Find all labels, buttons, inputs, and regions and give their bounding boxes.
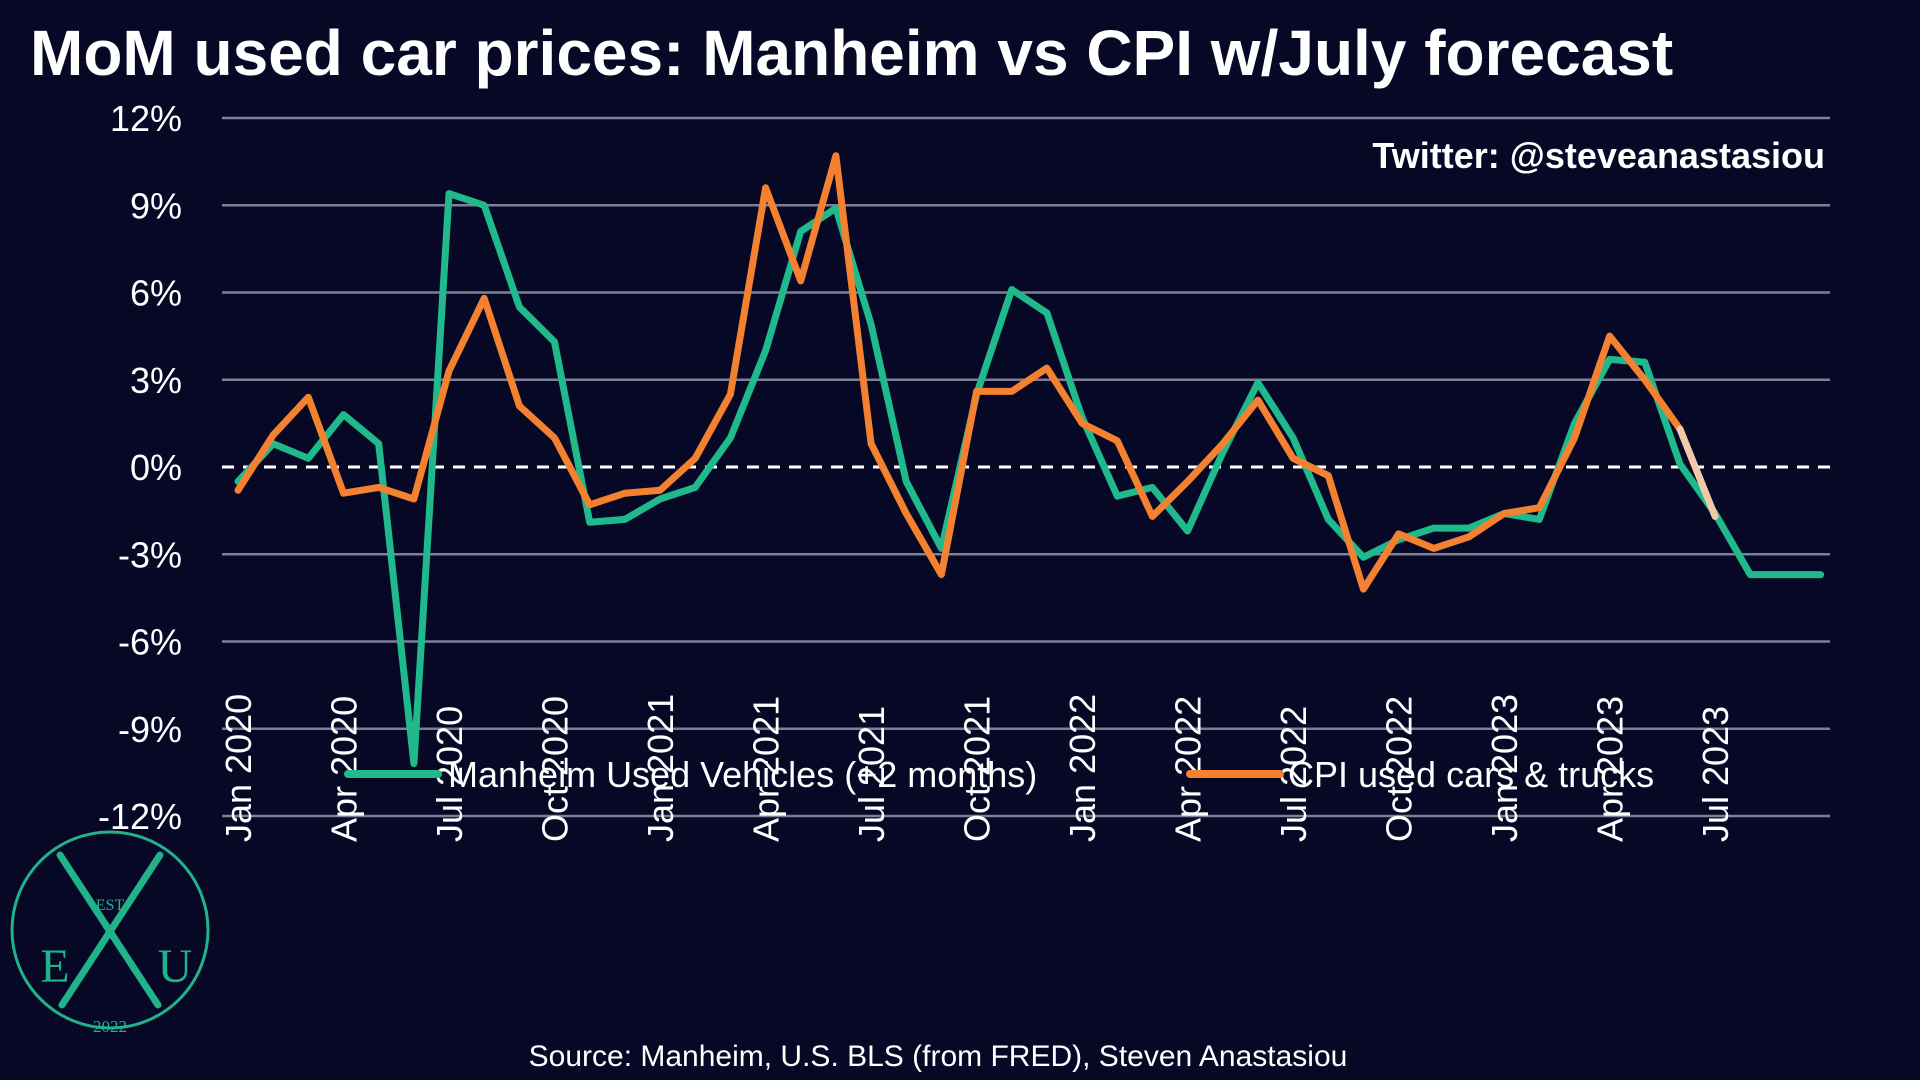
x-tick-label: Apr 2023 bbox=[1590, 696, 1631, 842]
y-tick-label: -3% bbox=[118, 534, 182, 575]
x-tick-label: Oct 2022 bbox=[1379, 696, 1420, 842]
y-tick-label: 12% bbox=[110, 98, 182, 139]
x-tick-label: Jan 2020 bbox=[218, 694, 259, 842]
exu-logo: EST E U 2022 bbox=[10, 830, 210, 1036]
y-tick-label: 3% bbox=[130, 360, 182, 401]
x-tick-label: Jan 2022 bbox=[1062, 694, 1103, 842]
logo-est: EST bbox=[96, 897, 125, 914]
y-tick-label: -12% bbox=[98, 796, 182, 837]
y-tick-label: 6% bbox=[130, 273, 182, 314]
x-tick-label: Oct 2020 bbox=[535, 696, 576, 842]
x-tick-label: Apr 2020 bbox=[324, 696, 365, 842]
logo-ring bbox=[10, 830, 210, 1030]
source-note: Source: Manheim, U.S. BLS (from FRED), S… bbox=[529, 1040, 1348, 1073]
logo-letter-u: U bbox=[158, 940, 193, 993]
chart-title: MoM used car prices: Manheim vs CPI w/Ju… bbox=[30, 17, 1673, 89]
x-tick-label: Apr 2021 bbox=[746, 696, 787, 842]
x-tick-label: Jan 2023 bbox=[1484, 694, 1525, 842]
logo-cross-stroke-b bbox=[56, 851, 162, 1009]
x-tick-label: Jul 2021 bbox=[851, 706, 892, 842]
cpi-line bbox=[234, 152, 1684, 593]
y-tick-label: -9% bbox=[118, 709, 182, 750]
x-tick-label: Jul 2023 bbox=[1695, 706, 1736, 842]
logo-letter-e: E bbox=[40, 940, 69, 993]
legend-label-manheim: Manheim Used Vehicles (+2 months) bbox=[448, 754, 1037, 795]
logo-year: 2022 bbox=[93, 1017, 127, 1036]
x-tick-label: Apr 2022 bbox=[1168, 696, 1209, 842]
x-axis-ticks: Jan 2020 Apr 2020 Jul 2020 Oct 2020 Jan 2021… bbox=[218, 694, 1736, 842]
series-lines bbox=[234, 152, 1825, 768]
cpi-forecast-line bbox=[1676, 425, 1719, 520]
twitter-handle: Twitter: @steveanastasiou bbox=[1372, 135, 1825, 176]
y-tick-label: 9% bbox=[130, 185, 182, 226]
grid-lines bbox=[222, 116, 1830, 818]
y-tick-label: 0% bbox=[130, 447, 182, 488]
y-axis-ticks: 12% 9% 6% 3% 0% -3% -6% -9% -12% bbox=[98, 98, 182, 837]
legend-label-cpi: CPI used cars & trucks bbox=[1288, 754, 1654, 795]
legend: Manheim Used Vehicles (+2 months) CPI us… bbox=[344, 754, 1654, 795]
y-tick-label: -6% bbox=[118, 622, 182, 663]
manheim-line bbox=[234, 190, 1825, 768]
x-tick-label: Jan 2021 bbox=[640, 694, 681, 842]
x-tick-label: Oct 2021 bbox=[957, 696, 998, 842]
